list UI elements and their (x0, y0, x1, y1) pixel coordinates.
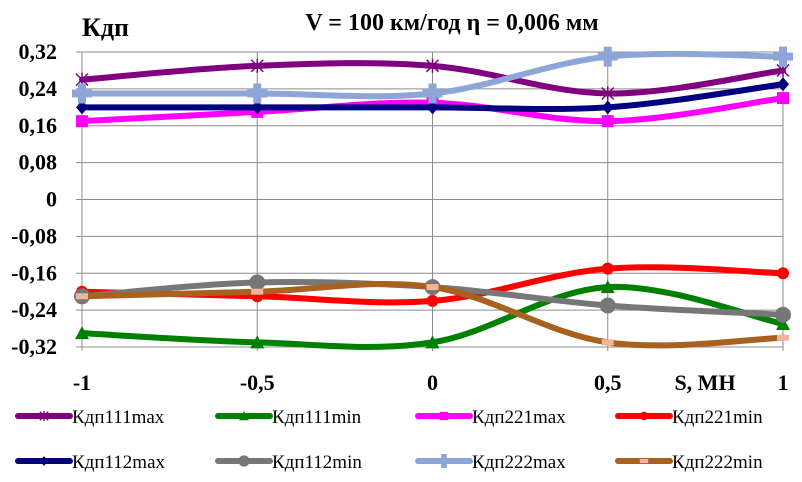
circle-marker (639, 411, 649, 421)
y-tick-label: -0,08 (11, 223, 57, 248)
plus-marker (422, 83, 443, 104)
x-tick-labels: -1 -0,5 0 0,5 1 (73, 370, 789, 395)
legend-label: Кдп111min (272, 407, 362, 428)
circle-marker (601, 262, 614, 275)
diamond-marker (39, 456, 49, 466)
legend-label: Кдп112max (72, 452, 166, 473)
legend: Кдп111max Кдп111min Кдп221max Кдп221min Кдп1… (15, 407, 763, 473)
triangle-marker (600, 280, 615, 294)
legend-label: Кдп112min (272, 452, 362, 473)
y-tick-label: -0,32 (11, 334, 57, 359)
square-marker (76, 115, 88, 128)
square-marker (777, 92, 789, 105)
diamond-marker (251, 100, 264, 115)
dash-marker (777, 334, 789, 341)
y-tick-label: 0,16 (19, 113, 58, 138)
circle-marker (775, 306, 791, 323)
circle-marker (238, 455, 250, 467)
x-tick-label: -0,5 (240, 370, 275, 395)
asterisk-marker (601, 86, 615, 101)
diamond-marker (76, 100, 88, 115)
legend-label: Кдп221max (472, 407, 566, 428)
circle-marker (599, 297, 616, 314)
x-tick-label: 0 (427, 370, 438, 395)
legend-label: Кдп111max (72, 407, 165, 428)
legend-item: Кдп222max (415, 452, 566, 473)
dash-marker (251, 288, 264, 295)
series-group (72, 46, 793, 350)
plus-marker (437, 454, 451, 468)
x-axis-label: S, МН (674, 370, 735, 395)
y-tick-label: -0,24 (11, 297, 57, 322)
y-tick-label: 0,24 (19, 76, 58, 101)
y-axis-label: Кдп (82, 13, 129, 42)
series-Кдп112max (76, 77, 789, 115)
y-tick-label: -0,16 (11, 260, 57, 285)
chart-title: V = 100 км/год η = 0,006 мм (305, 10, 598, 36)
legend-item: Кдп222min (615, 452, 763, 473)
legend-label: Кдп221min (672, 407, 763, 428)
triangle-marker (75, 326, 89, 340)
asterisk-marker (250, 58, 264, 73)
x-tick-label: 1 (778, 370, 789, 395)
plus-marker (597, 46, 618, 67)
legend-item: Кдп112min (215, 452, 362, 473)
y-tick-label: 0,32 (19, 39, 58, 64)
circle-marker (426, 294, 439, 307)
x-tick-label: 0,5 (594, 370, 622, 395)
series-Кдп111min (75, 280, 790, 350)
y-tick-label: 0 (46, 187, 57, 212)
legend-item: Кдп221max (415, 407, 566, 428)
dash-marker (601, 339, 614, 346)
circle-marker (249, 274, 266, 291)
y-tick-labels: 0,32 0,24 0,16 0,08 0 -0,08 -0,16 -0,24 -0,32 (11, 39, 57, 359)
legend-item: Кдп111min (215, 407, 362, 428)
dash-marker (639, 458, 649, 464)
dash-marker (426, 284, 439, 291)
legend-item: Кдп221min (615, 407, 763, 428)
diamond-marker (426, 100, 439, 115)
triangle-marker (250, 335, 265, 349)
triangle-marker (776, 316, 790, 330)
plus-marker (247, 83, 268, 104)
dash-marker (76, 293, 88, 300)
triangle-marker (239, 411, 249, 421)
legend-item: Кдп112max (15, 452, 166, 473)
legend-label: Кдп222max (472, 452, 566, 473)
triangle-marker (425, 335, 440, 349)
plus-marker (72, 83, 92, 104)
asterisk-marker (39, 411, 49, 421)
y-tick-label: 0,08 (19, 150, 58, 175)
legend-item: Кдп111max (15, 407, 165, 428)
plus-marker (773, 46, 793, 67)
x-tick-label: -1 (73, 370, 91, 395)
diamond-marker (777, 77, 789, 92)
asterisk-marker (425, 58, 440, 73)
square-marker (601, 115, 614, 128)
diamond-marker (601, 100, 614, 115)
series-Кдп222max (72, 46, 793, 104)
series-Кдп222min (76, 280, 789, 349)
circle-marker (777, 267, 789, 280)
square-marker (439, 411, 449, 421)
legend-label: Кдп222min (672, 452, 763, 473)
